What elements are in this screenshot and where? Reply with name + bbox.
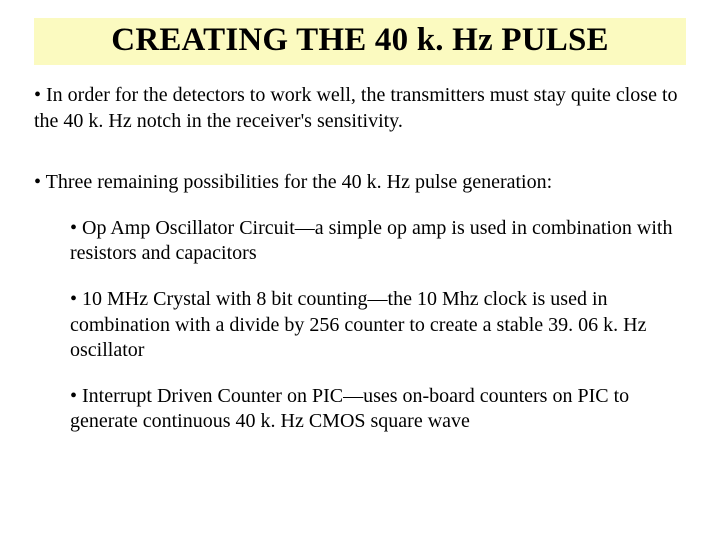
slide-body: • In order for the detectors to work wel… <box>34 83 686 435</box>
sub-bullet-pic: • Interrupt Driven Counter on PIC—uses o… <box>70 384 686 435</box>
bullet-intro: • In order for the detectors to work wel… <box>34 83 686 134</box>
sub-bullet-list: • Op Amp Oscillator Circuit—a simple op … <box>34 216 686 435</box>
slide: CREATING THE 40 k. Hz PULSE • In order f… <box>0 0 720 540</box>
sub-bullet-crystal: • 10 MHz Crystal with 8 bit counting—the… <box>70 287 686 364</box>
sub-bullet-opamp: • Op Amp Oscillator Circuit—a simple op … <box>70 216 686 267</box>
slide-title: CREATING THE 40 k. Hz PULSE <box>34 18 686 65</box>
bullet-possibilities-lead: • Three remaining possibilities for the … <box>34 170 686 196</box>
